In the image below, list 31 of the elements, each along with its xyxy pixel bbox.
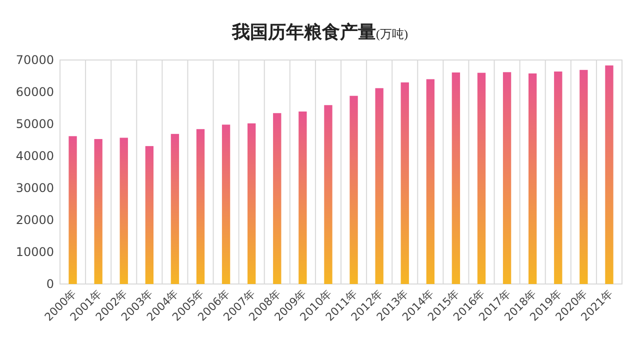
bar [400, 82, 409, 284]
bar [502, 72, 512, 284]
y-tick-label: 60000 [16, 85, 54, 99]
bar [554, 72, 562, 284]
bar [580, 70, 588, 284]
y-tick-label: 10000 [16, 245, 54, 259]
bar [605, 65, 614, 284]
bar [273, 113, 282, 284]
y-tick-label: 0 [46, 277, 54, 291]
y-tick-label: 70000 [16, 53, 54, 67]
bar [298, 112, 307, 284]
bar [68, 136, 77, 284]
bar [452, 72, 460, 284]
y-tick-label: 40000 [16, 149, 54, 163]
bar [248, 123, 256, 284]
bar [426, 79, 434, 284]
chart-title: 我国历年粮食产量(万吨) [231, 22, 408, 42]
bar [145, 146, 154, 284]
bar [222, 124, 230, 284]
bar [324, 105, 332, 284]
bar [170, 134, 180, 284]
bar [350, 96, 358, 284]
y-tick-label: 50000 [16, 117, 54, 131]
y-tick-label: 30000 [16, 181, 54, 195]
bar [120, 138, 128, 284]
y-tick-label: 20000 [16, 213, 54, 227]
bar [196, 129, 205, 284]
bar [528, 73, 537, 284]
bar [477, 72, 486, 284]
bar [94, 139, 102, 284]
bar [375, 88, 384, 284]
